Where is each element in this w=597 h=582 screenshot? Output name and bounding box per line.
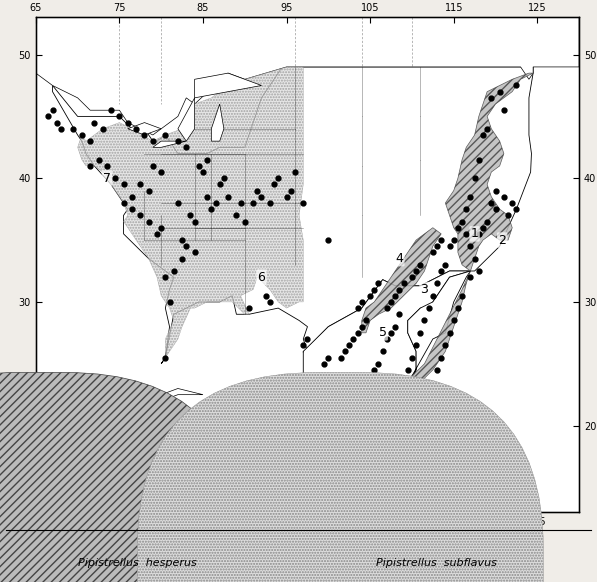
Text: Pipistrellus  hesperus: Pipistrellus hesperus (78, 558, 196, 569)
Text: Pipistrellus  subflavus: Pipistrellus subflavus (376, 558, 497, 569)
Polygon shape (178, 98, 195, 141)
Polygon shape (153, 141, 186, 147)
Polygon shape (128, 123, 161, 135)
Text: 7: 7 (103, 172, 111, 184)
Text: 1: 1 (470, 228, 479, 240)
Text: 100 0  100 200 300         500 MILES: 100 0 100 200 300 500 MILES (69, 502, 168, 507)
Text: 8: 8 (274, 475, 282, 488)
Polygon shape (445, 73, 533, 271)
Polygon shape (408, 271, 470, 389)
Polygon shape (78, 67, 303, 357)
Polygon shape (362, 228, 441, 333)
Text: 4: 4 (395, 252, 404, 265)
Polygon shape (119, 389, 203, 425)
Text: 2: 2 (498, 233, 506, 247)
Polygon shape (216, 271, 470, 487)
Text: 3: 3 (420, 283, 429, 296)
Polygon shape (408, 271, 470, 389)
Polygon shape (211, 104, 224, 141)
Polygon shape (53, 67, 533, 364)
Text: 6: 6 (257, 271, 266, 283)
Polygon shape (36, 17, 579, 135)
Polygon shape (195, 73, 261, 98)
Text: 5: 5 (378, 327, 387, 339)
Polygon shape (220, 475, 270, 494)
